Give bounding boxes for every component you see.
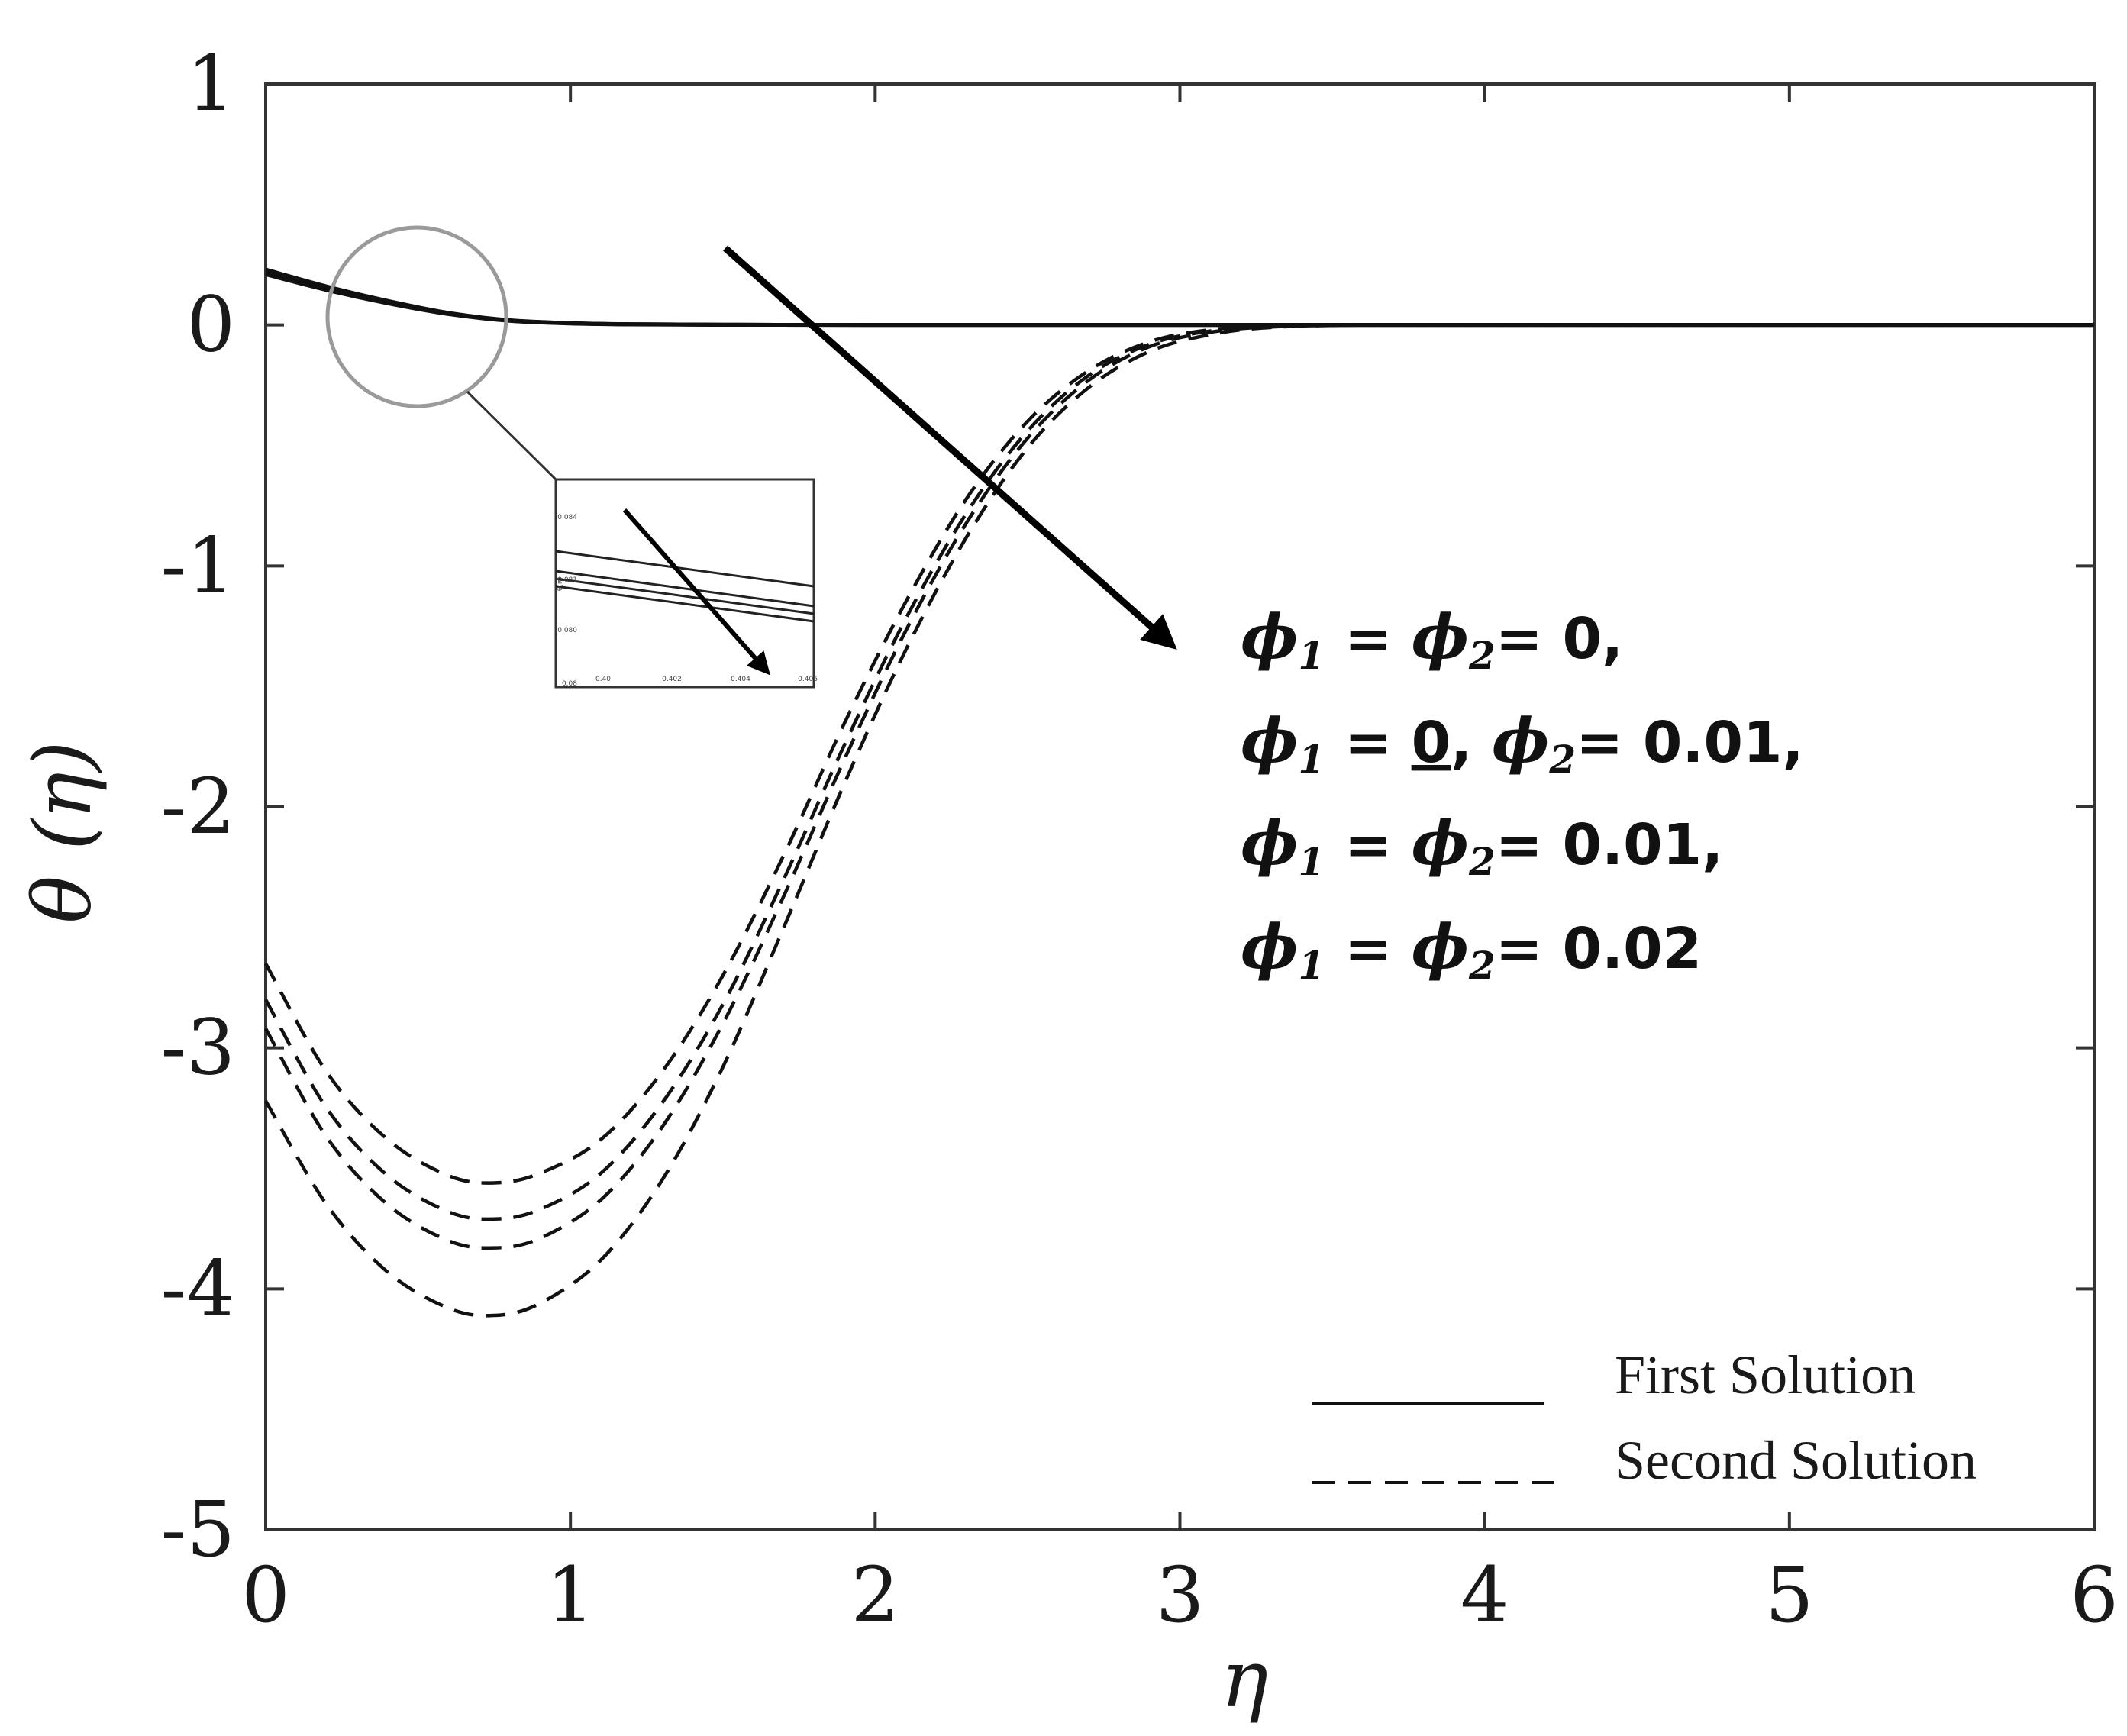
inset-y-tick-label: 0.081 xyxy=(557,576,577,584)
zoom-connector xyxy=(466,390,557,481)
series-line-dashed-7 xyxy=(264,323,2094,1318)
inset-content: 0.084 0.081 0.080 0.08 0.40 0.402 0.404 0.406 θ(… xyxy=(555,514,818,688)
x-tick-label: 1 xyxy=(546,1550,595,1640)
inset-x-tick-label: 0.406 xyxy=(798,676,818,683)
annotation-line-3: ϕ1 = ϕ2= 0.01, xyxy=(1241,807,1723,884)
inset-frame xyxy=(554,478,815,689)
inset-plot: 0.084 0.081 0.080 0.08 0.40 0.402 0.404 0.406 θ(… xyxy=(554,478,818,689)
y-axis-title: θ (η) xyxy=(16,741,109,923)
x-tick-label: 3 xyxy=(1156,1550,1205,1640)
legend: First Solution Second Solution xyxy=(1312,1344,1977,1491)
series-line-solid-3 xyxy=(265,272,2094,328)
x-tick-label: 5 xyxy=(1765,1550,1814,1640)
x-tick-label: 4 xyxy=(1460,1550,1509,1640)
zoom-circle xyxy=(325,225,508,408)
annotation-line-1: ϕ1 = ϕ2= 0, xyxy=(1241,601,1623,678)
y-tick-label: -3 xyxy=(161,1003,235,1092)
y-tick-label: -1 xyxy=(161,521,235,610)
inset-series-line xyxy=(555,577,815,615)
inset-series-line xyxy=(555,585,815,623)
inset-y-tick-label: 0.084 xyxy=(557,514,577,521)
inset-x-tick-label: 0.404 xyxy=(731,676,750,683)
inset-x-tick-label: 0.402 xyxy=(662,676,682,683)
y-tick-label: -4 xyxy=(161,1244,235,1333)
annotation-line-4: ϕ1 = ϕ2= 0.02 xyxy=(1241,911,1702,988)
legend-label-second: Second Solution xyxy=(1615,1430,1977,1491)
series-line-solid-2 xyxy=(265,271,2094,328)
series-line-dashed-6 xyxy=(264,323,2094,1250)
inset-y-tick-label: 0.08 xyxy=(562,680,577,688)
legend-label-first: First Solution xyxy=(1615,1344,1916,1405)
series-line-solid-1 xyxy=(265,269,2094,328)
y-tick-label: -2 xyxy=(161,762,235,851)
x-tick-label: 2 xyxy=(851,1550,900,1640)
inset-arrow xyxy=(622,508,770,676)
y-tick-label: 1 xyxy=(186,39,235,128)
plot-frame xyxy=(264,82,2096,1531)
x-tick-label: 6 xyxy=(2070,1550,2119,1640)
trend-arrow xyxy=(723,245,1177,650)
inset-series-line xyxy=(555,570,815,608)
y-tick-label: -5 xyxy=(161,1485,235,1574)
series-layer xyxy=(264,267,2094,1318)
series-line-dashed-4 xyxy=(264,323,2094,1185)
y-tick-label: 0 xyxy=(186,280,235,369)
x-axis-title: η xyxy=(1221,1632,1268,1725)
parameter-annotation: ϕ1 = ϕ2= 0, ϕ1 = 0, ϕ2= 0.01, ϕ1 = ϕ2= 0… xyxy=(1241,601,1804,988)
axis-ticks xyxy=(264,82,2096,1531)
series-line-solid-0 xyxy=(265,267,2094,328)
inset-y-tick-label: 0.080 xyxy=(557,627,577,634)
inset-series-line xyxy=(555,550,815,588)
axis-tick-labels: 0 1 2 3 4 5 6 1 0 -1 -2 -3 -4 -5 xyxy=(161,39,2119,1640)
series-line-dashed-5 xyxy=(264,323,2094,1221)
inset-y-label: θ(η) xyxy=(557,577,564,591)
x-tick-label: 0 xyxy=(241,1550,290,1640)
inset-x-tick-label: 0.40 xyxy=(595,676,611,683)
annotation-line-2: ϕ1 = 0, ϕ2= 0.01, xyxy=(1241,705,1804,782)
